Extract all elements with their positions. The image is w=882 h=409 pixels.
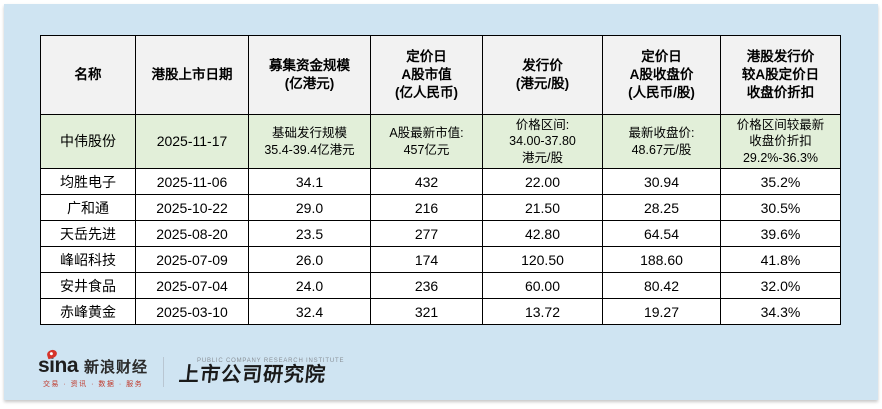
cell-a-share-close: 64.54	[602, 220, 721, 247]
cell-raise-size: 29.0	[248, 194, 371, 221]
institute-en-label: PUBLIC COMPANY RESEARCH INSTITUTE	[197, 358, 345, 364]
table-row: 均胜电子 2025-11-06 34.1 432 22.00 30.94 35.…	[40, 168, 841, 195]
cell-a-share-mcap: 432	[370, 168, 483, 195]
footer-logo: sina 新浪财经 交易 · 资讯 · 数据 · 服务 PUBLIC COMPA…	[38, 348, 345, 394]
cell-raise-size: 23.5	[248, 220, 371, 247]
cell-list-date: 2025-11-06	[135, 168, 249, 195]
logo-divider	[163, 357, 165, 387]
cell-discount: 32.0%	[720, 272, 841, 299]
sina-finance-logo: sina 新浪财经 交易 · 资讯 · 数据 · 服务	[38, 348, 149, 389]
table-row: 赤峰黄金 2025-03-10 32.4 321 13.72 19.27 34.…	[40, 298, 841, 325]
sina-latin-text: sina	[38, 354, 79, 377]
cell-name: 安井食品	[40, 272, 136, 299]
column-header-list-date: 港股上市日期	[135, 35, 249, 115]
cell-a-share-close: 80.42	[602, 272, 721, 299]
sina-tagline: 交易 · 资讯 · 数据 · 服务	[42, 381, 144, 388]
table-header: 名称 港股上市日期 募集资金规模 (亿港元) 定价日 A股市值 (亿人民币) 发…	[40, 35, 841, 115]
cell-discount: 39.6%	[720, 220, 841, 247]
table-row: 安井食品 2025-07-04 24.0 236 60.00 80.42 32.…	[40, 272, 841, 299]
table-row: 峰岹科技 2025-07-09 26.0 174 120.50 188.60 4…	[40, 246, 841, 273]
header-row: 名称 港股上市日期 募集资金规模 (亿港元) 定价日 A股市值 (亿人民币) 发…	[40, 35, 841, 115]
column-header-a-share-mcap: 定价日 A股市值 (亿人民币)	[370, 35, 483, 115]
cell-discount: 41.8%	[720, 246, 841, 273]
sina-finance-cn-label: 新浪财经	[84, 359, 149, 376]
institute-cn-label: 上市公司研究院	[177, 364, 328, 386]
cell-raise-size: 26.0	[248, 246, 371, 273]
cell-issue-price: 42.80	[482, 220, 603, 247]
cell-name: 峰岹科技	[40, 246, 136, 273]
cell-list-date: 2025-11-17	[135, 114, 249, 169]
cell-list-date: 2025-07-09	[135, 246, 249, 273]
cell-list-date: 2025-08-20	[135, 220, 249, 247]
cell-raise-size: 34.1	[248, 168, 371, 195]
cell-a-share-close: 30.94	[602, 168, 721, 195]
background-panel: 名称 港股上市日期 募集资金规模 (亿港元) 定价日 A股市值 (亿人民币) 发…	[4, 4, 878, 400]
sina-wordmark: sina	[38, 348, 79, 377]
cell-name: 天岳先进	[40, 220, 136, 247]
cell-discount: 30.5%	[720, 194, 841, 221]
cell-issue-price: 22.00	[482, 168, 603, 195]
cell-issue-price: 120.50	[482, 246, 603, 273]
cell-raise-size: 基础发行规模 35.4-39.4亿港元	[248, 114, 371, 169]
cell-issue-price: 21.50	[482, 194, 603, 221]
cell-a-share-mcap: 216	[370, 194, 483, 221]
table-row-highlighted: 中伟股份 2025-11-17 基础发行规模 35.4-39.4亿港元 A股最新…	[40, 114, 841, 169]
cell-a-share-mcap: A股最新市值: 457亿元	[370, 114, 483, 169]
cell-name: 中伟股份	[40, 114, 136, 169]
column-header-name: 名称	[40, 35, 136, 115]
cell-a-share-close: 最新收盘价: 48.67元/股	[602, 114, 721, 169]
cell-raise-size: 24.0	[248, 272, 371, 299]
column-header-a-share-close: 定价日 A股收盘价 (人民币/股)	[602, 35, 721, 115]
column-header-discount: 港股发行价 较A股定价日 收盘价折扣	[720, 35, 841, 115]
cell-a-share-mcap: 236	[370, 272, 483, 299]
cell-a-share-close: 19.27	[602, 298, 721, 325]
table-row: 天岳先进 2025-08-20 23.5 277 42.80 64.54 39.…	[40, 220, 841, 247]
cell-list-date: 2025-10-22	[135, 194, 249, 221]
table-body: 中伟股份 2025-11-17 基础发行规模 35.4-39.4亿港元 A股最新…	[40, 114, 841, 325]
column-header-issue-price: 发行价 (港元/股)	[482, 35, 603, 115]
cell-issue-price: 价格区间: 34.00-37.80 港元/股	[482, 114, 603, 169]
cell-discount: 35.2%	[720, 168, 841, 195]
cell-name: 广和通	[40, 194, 136, 221]
cell-list-date: 2025-07-04	[135, 272, 249, 299]
cell-list-date: 2025-03-10	[135, 298, 249, 325]
cell-a-share-mcap: 321	[370, 298, 483, 325]
research-institute-logo: PUBLIC COMPANY RESEARCH INSTITUTE 上市公司研究…	[177, 358, 345, 386]
cell-a-share-close: 28.25	[602, 194, 721, 221]
cell-discount: 34.3%	[720, 298, 841, 325]
cell-a-share-mcap: 277	[370, 220, 483, 247]
cell-a-share-close: 188.60	[602, 246, 721, 273]
cell-name: 赤峰黄金	[40, 298, 136, 325]
cell-issue-price: 60.00	[482, 272, 603, 299]
column-header-raise-size: 募集资金规模 (亿港元)	[248, 35, 371, 115]
cell-a-share-mcap: 174	[370, 246, 483, 273]
cell-raise-size: 32.4	[248, 298, 371, 325]
hk-ipo-table: 名称 港股上市日期 募集资金规模 (亿港元) 定价日 A股市值 (亿人民币) 发…	[40, 35, 841, 325]
cell-issue-price: 13.72	[482, 298, 603, 325]
table-row: 广和通 2025-10-22 29.0 216 21.50 28.25 30.5…	[40, 194, 841, 221]
cell-name: 均胜电子	[40, 168, 136, 195]
cell-discount: 价格区间较最新 收盘价折扣 29.2%-36.3%	[720, 114, 841, 169]
